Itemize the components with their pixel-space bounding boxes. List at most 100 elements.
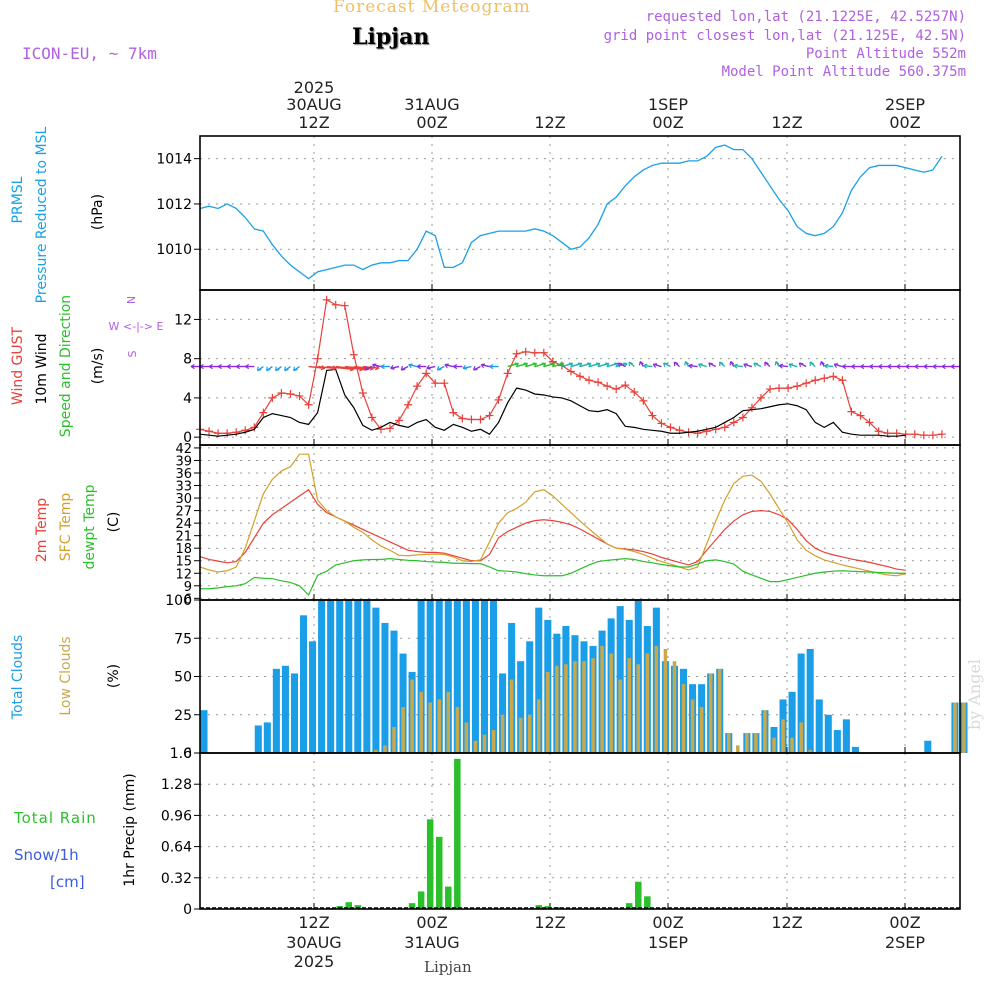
wind-arrow-head xyxy=(824,363,829,369)
low-cloud-bar xyxy=(446,691,451,753)
wind-direction-arrow xyxy=(326,365,354,371)
total-cloud-bar xyxy=(453,600,461,753)
low-cloud-bar xyxy=(410,679,414,753)
total-cloud-bar xyxy=(345,600,353,753)
gust-point xyxy=(847,407,856,416)
gust-point xyxy=(829,372,838,381)
y-tick-label: 1010 xyxy=(156,242,192,258)
wind-arrow-head xyxy=(408,363,413,369)
gust-point xyxy=(901,430,910,439)
wind-arrow-head xyxy=(896,363,901,370)
low-cloud-bar xyxy=(681,684,686,753)
gust-point xyxy=(422,369,431,378)
gust-point xyxy=(612,385,621,394)
wind-arrow-head xyxy=(380,363,385,370)
wind-arrow-head xyxy=(293,366,298,372)
rain-bar xyxy=(345,902,353,909)
gust-point xyxy=(621,381,630,390)
wind-arrow-head xyxy=(743,363,748,368)
gust-point xyxy=(494,395,503,404)
wind-arrow-head xyxy=(719,361,724,367)
low-cloud-bar xyxy=(582,661,586,753)
wind-arrow-head xyxy=(638,360,644,366)
bottom-time-label: 12Z xyxy=(534,913,565,932)
gust-point xyxy=(521,347,530,356)
gust-point xyxy=(802,379,811,388)
wind-direction-arrow xyxy=(824,364,834,368)
wind-arrow-head xyxy=(190,363,195,370)
low-cloud-bar xyxy=(555,665,559,753)
wind-arrow-head xyxy=(226,363,231,370)
total-cloud-bar xyxy=(263,722,271,753)
wind-direction-arrow xyxy=(588,362,601,368)
low-cloud-bar xyxy=(392,726,396,753)
compass-west-east: W <-|-> E xyxy=(109,320,164,333)
bottom-time-label: 31AUG xyxy=(404,933,459,952)
gust-point xyxy=(838,376,847,385)
gust-point xyxy=(404,400,413,409)
total-cloud-bar xyxy=(372,607,380,753)
gust-point xyxy=(666,423,675,432)
point-altitude: Point Altitude 552m xyxy=(805,46,966,62)
wind-arrow-head xyxy=(208,363,213,370)
cloud-ylabel-total: Total Clouds xyxy=(10,635,26,720)
low-cloud-bar xyxy=(527,714,532,753)
gust-point xyxy=(639,396,648,405)
gust-point xyxy=(820,374,829,383)
total-cloud-bar xyxy=(309,641,317,753)
wind-arrow-head xyxy=(244,363,250,370)
gust-point xyxy=(603,382,612,391)
bottom-time-label: 30AUG xyxy=(286,933,341,952)
low-cloud-bar xyxy=(962,702,966,753)
wind-direction-arrow xyxy=(561,362,573,368)
compass-south: S xyxy=(126,350,139,357)
low-cloud-bar xyxy=(383,745,387,753)
low-cloud-bar xyxy=(726,733,731,753)
wind-arrow-head xyxy=(869,363,874,370)
wind-direction-arrow xyxy=(733,364,743,368)
gust-point xyxy=(295,391,304,400)
total-cloud-bar xyxy=(535,607,543,753)
pressure-ylabel-msl: Pressure Reduced to MSL xyxy=(34,126,50,303)
low-cloud-bar xyxy=(428,702,432,753)
wind-arrow-head xyxy=(860,363,865,370)
precip-label-snow: Snow/1h xyxy=(14,846,79,864)
y-tick-label: 0 xyxy=(183,902,192,918)
gust-point xyxy=(594,378,603,387)
gust-point xyxy=(856,411,865,420)
bottom-time-label: 00Z xyxy=(652,913,683,932)
gust-point xyxy=(386,424,394,433)
gust-point xyxy=(585,376,594,385)
wind-direction-arrow xyxy=(597,362,610,368)
total-cloud-bar xyxy=(327,600,335,753)
bottom-time-label: 2SEP xyxy=(885,933,925,952)
gust-point xyxy=(358,389,367,398)
gust-point xyxy=(476,415,485,424)
bottom-time-label: 12Z xyxy=(771,913,802,932)
total-cloud-bar xyxy=(462,600,470,753)
wind-arrow-head xyxy=(426,364,431,370)
total-cloud-bar xyxy=(363,600,371,753)
low-cloud-bar xyxy=(401,707,405,753)
low-cloud-bar xyxy=(573,661,577,753)
rain-bar xyxy=(354,905,362,909)
temp-ylabel-sfc: SFC Temp xyxy=(58,493,74,562)
low-cloud-bar xyxy=(473,740,478,753)
gust-point xyxy=(232,428,241,437)
top-time-label: 30AUG xyxy=(286,95,341,114)
wind-arrow-head xyxy=(941,363,946,370)
precip-label-unit: [cm] xyxy=(50,873,85,891)
gust-point xyxy=(286,389,295,398)
gust-point xyxy=(648,411,657,420)
low-cloud-bar xyxy=(772,737,776,753)
low-cloud-bar xyxy=(591,658,595,753)
wind-arrow-head xyxy=(798,362,804,368)
y-tick-label: 1014 xyxy=(156,152,192,168)
gust-point xyxy=(259,408,268,417)
model-altitude: Model Point Altitude 560.375m xyxy=(721,64,966,80)
y-tick-label: 1.6 xyxy=(170,746,192,762)
total-cloud-bar xyxy=(815,699,823,753)
low-cloud-bar xyxy=(690,699,695,753)
gust-point xyxy=(268,393,277,402)
pressure-ylabel-prmsl: PRMSL xyxy=(10,176,26,223)
